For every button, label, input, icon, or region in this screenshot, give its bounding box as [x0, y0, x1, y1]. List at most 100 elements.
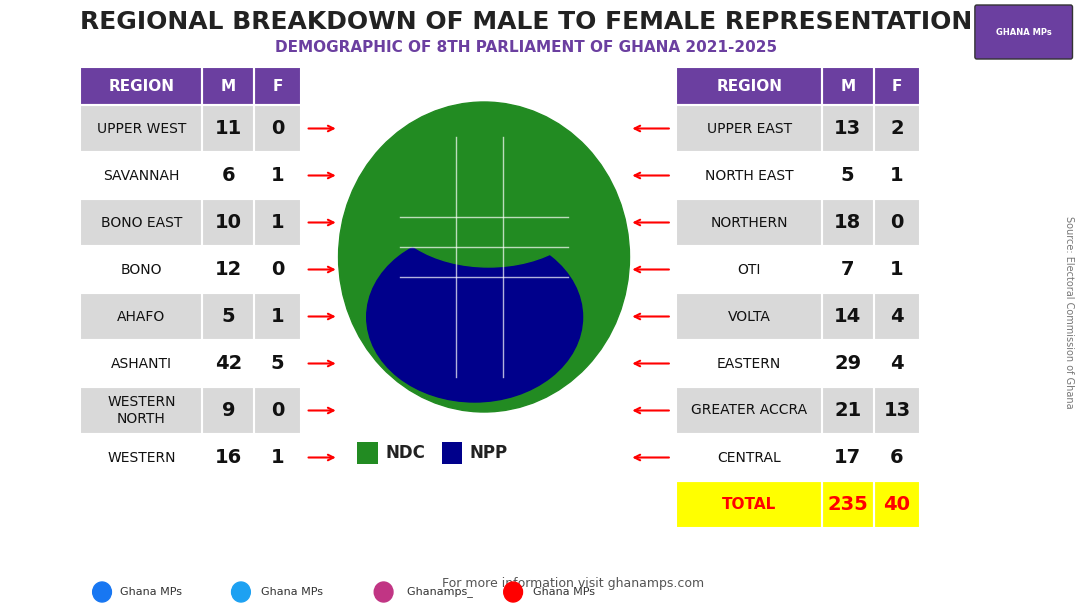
FancyBboxPatch shape [202, 434, 254, 481]
Text: GHANA MPs: GHANA MPs [996, 28, 1052, 37]
Text: 0: 0 [271, 119, 284, 138]
FancyBboxPatch shape [80, 246, 202, 293]
Text: 0: 0 [271, 401, 284, 420]
Circle shape [231, 582, 251, 602]
FancyBboxPatch shape [676, 246, 822, 293]
Text: NDC: NDC [386, 444, 426, 462]
Text: Ghana MPs: Ghana MPs [113, 587, 183, 597]
Text: WESTERN: WESTERN [107, 450, 176, 465]
FancyBboxPatch shape [80, 105, 202, 152]
Text: 21: 21 [834, 401, 862, 420]
Text: SAVANNAH: SAVANNAH [104, 168, 179, 182]
Text: CENTRAL: CENTRAL [717, 450, 781, 465]
FancyBboxPatch shape [80, 434, 202, 481]
FancyBboxPatch shape [80, 340, 202, 387]
FancyBboxPatch shape [80, 293, 202, 340]
Text: NORTH EAST: NORTH EAST [705, 168, 794, 182]
Text: UPPER WEST: UPPER WEST [97, 122, 186, 135]
FancyBboxPatch shape [254, 340, 301, 387]
Circle shape [93, 582, 111, 602]
FancyBboxPatch shape [822, 293, 874, 340]
FancyBboxPatch shape [254, 246, 301, 293]
FancyBboxPatch shape [676, 340, 822, 387]
Text: VOLTA: VOLTA [728, 310, 771, 324]
Text: NORTHERN: NORTHERN [711, 215, 788, 230]
Text: 5: 5 [271, 354, 284, 373]
Text: GREATER ACCRA: GREATER ACCRA [691, 403, 807, 417]
FancyBboxPatch shape [822, 67, 874, 105]
FancyBboxPatch shape [254, 434, 301, 481]
FancyBboxPatch shape [676, 387, 822, 434]
Text: 42: 42 [215, 354, 242, 373]
FancyBboxPatch shape [676, 434, 822, 481]
Text: 235: 235 [827, 495, 868, 514]
FancyBboxPatch shape [202, 105, 254, 152]
FancyBboxPatch shape [822, 481, 874, 528]
FancyBboxPatch shape [254, 105, 301, 152]
Text: For more information visit ghanamps.com: For more information visit ghanamps.com [442, 578, 704, 591]
Ellipse shape [367, 232, 582, 402]
FancyBboxPatch shape [874, 246, 920, 293]
Text: Ghanamps_: Ghanamps_ [400, 586, 472, 597]
Text: 1: 1 [890, 166, 904, 185]
FancyBboxPatch shape [874, 67, 920, 105]
Text: Ghana MPs: Ghana MPs [254, 587, 323, 597]
Text: AHAFO: AHAFO [118, 310, 165, 324]
Text: 29: 29 [834, 354, 861, 373]
Text: 7: 7 [841, 260, 854, 279]
Text: 5: 5 [221, 307, 235, 326]
Text: DEMOGRAPHIC OF 8TH PARLIAMENT OF GHANA 2021-2025: DEMOGRAPHIC OF 8TH PARLIAMENT OF GHANA 2… [275, 40, 778, 54]
FancyBboxPatch shape [822, 105, 874, 152]
Text: 5: 5 [841, 166, 854, 185]
FancyBboxPatch shape [676, 67, 822, 105]
FancyBboxPatch shape [254, 387, 301, 434]
Text: 11: 11 [215, 119, 242, 138]
FancyBboxPatch shape [676, 105, 822, 152]
FancyBboxPatch shape [822, 246, 874, 293]
Text: 2: 2 [890, 119, 904, 138]
Text: F: F [272, 78, 283, 94]
FancyBboxPatch shape [874, 105, 920, 152]
Text: REGION: REGION [108, 78, 175, 94]
FancyBboxPatch shape [357, 442, 378, 464]
Text: M: M [840, 78, 855, 94]
FancyBboxPatch shape [874, 434, 920, 481]
Text: ASHANTI: ASHANTI [111, 357, 172, 370]
Text: TOTAL: TOTAL [723, 497, 777, 512]
FancyBboxPatch shape [254, 67, 301, 105]
FancyBboxPatch shape [874, 387, 920, 434]
Text: 1: 1 [271, 448, 284, 467]
FancyBboxPatch shape [822, 199, 874, 246]
Text: 9: 9 [221, 401, 235, 420]
Text: NPP: NPP [470, 444, 508, 462]
Ellipse shape [386, 137, 592, 267]
FancyBboxPatch shape [202, 293, 254, 340]
Text: REGIONAL BREAKDOWN OF MALE TO FEMALE REPRESENTATION: REGIONAL BREAKDOWN OF MALE TO FEMALE REP… [80, 10, 972, 34]
Text: 1: 1 [271, 213, 284, 232]
FancyBboxPatch shape [822, 387, 874, 434]
Text: UPPER EAST: UPPER EAST [706, 122, 792, 135]
Text: OTI: OTI [738, 263, 760, 277]
Text: 13: 13 [834, 119, 861, 138]
Text: 1: 1 [890, 260, 904, 279]
Text: F: F [892, 78, 902, 94]
FancyBboxPatch shape [676, 293, 822, 340]
FancyBboxPatch shape [202, 246, 254, 293]
Text: 12: 12 [215, 260, 242, 279]
FancyBboxPatch shape [676, 199, 822, 246]
FancyBboxPatch shape [80, 152, 202, 199]
FancyBboxPatch shape [254, 152, 301, 199]
Text: WESTERN
NORTH: WESTERN NORTH [107, 395, 176, 425]
Text: 6: 6 [890, 448, 904, 467]
FancyBboxPatch shape [874, 481, 920, 528]
FancyBboxPatch shape [822, 434, 874, 481]
Text: 0: 0 [890, 213, 904, 232]
FancyBboxPatch shape [254, 293, 301, 340]
FancyBboxPatch shape [442, 442, 462, 464]
FancyBboxPatch shape [874, 293, 920, 340]
FancyBboxPatch shape [822, 340, 874, 387]
Text: EASTERN: EASTERN [717, 357, 781, 370]
FancyBboxPatch shape [80, 199, 202, 246]
FancyBboxPatch shape [874, 199, 920, 246]
Text: BONO: BONO [121, 263, 162, 277]
